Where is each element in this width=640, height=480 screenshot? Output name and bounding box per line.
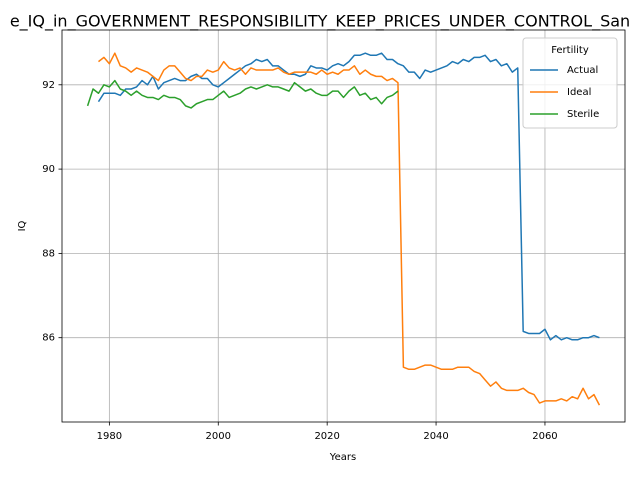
- y-tick-label: 88: [42, 248, 55, 259]
- legend-label: Sterile: [567, 109, 599, 120]
- legend-box: [522, 37, 618, 129]
- x-tick-label: 2000: [206, 431, 231, 442]
- y-tick-label: 90: [42, 164, 55, 175]
- y-axis-label: IQ: [17, 220, 28, 231]
- series-line: [97, 52, 600, 341]
- legend-title: Fertility: [551, 45, 589, 56]
- x-tick-label: 1980: [97, 431, 122, 442]
- x-tick-label: 2020: [314, 431, 339, 442]
- legend-label: Ideal: [567, 87, 591, 98]
- legend-label: Actual: [567, 65, 598, 76]
- series-line: [98, 52, 601, 406]
- series-line: [86, 79, 399, 109]
- x-tick-label: 2060: [532, 431, 557, 442]
- legend: Fertility Actual Ideal Sterile: [522, 37, 618, 129]
- x-axis-label: Years: [329, 452, 356, 463]
- axes-frame: [61, 29, 626, 423]
- x-tick-label: 2040: [423, 431, 448, 442]
- chart-title: e_IQ_in_GOVERNMENT_RESPONSIBILITY_KEEP_P…: [10, 12, 630, 32]
- y-tick-label: 86: [42, 333, 55, 344]
- y-tick-label: 92: [42, 80, 55, 91]
